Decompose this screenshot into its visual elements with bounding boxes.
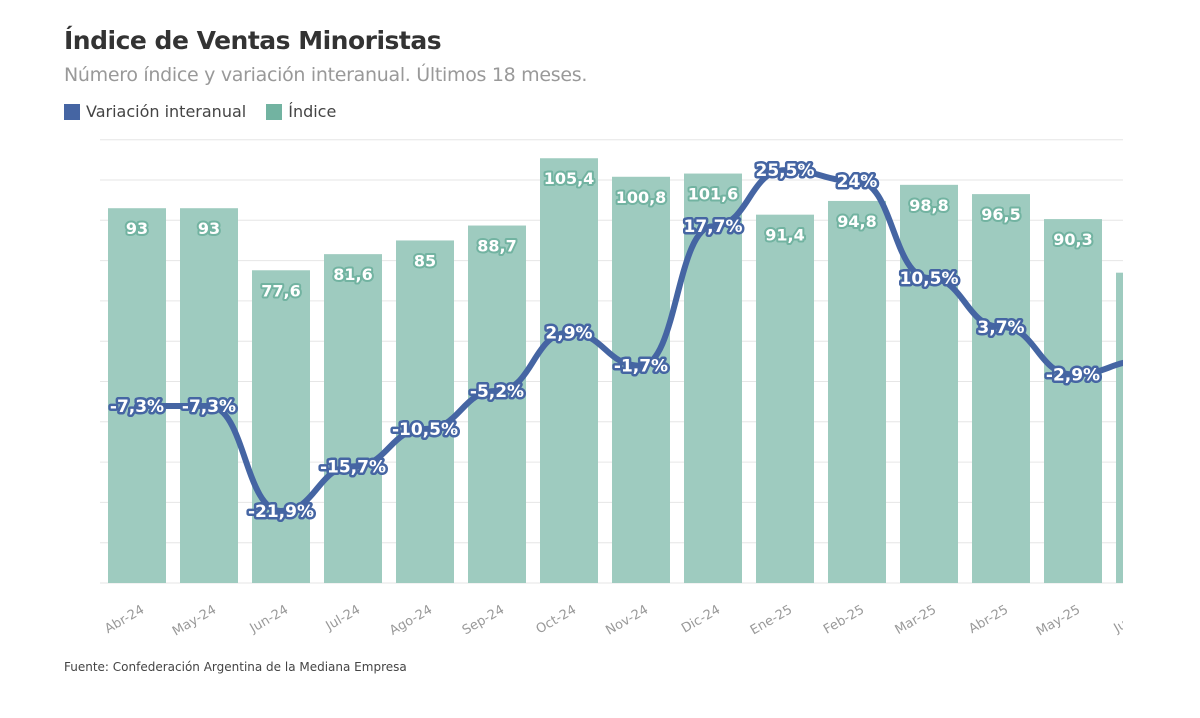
line-label: -2,9%	[1046, 365, 1100, 385]
bar-Nov-24	[612, 176, 670, 583]
line-label: -10,5%	[392, 420, 458, 440]
chart-title: Índice de Ventas Minoristas	[64, 26, 442, 55]
bar-May-24	[180, 208, 238, 583]
line-label: -21,9%	[248, 502, 314, 522]
line-label: -1,7%	[614, 357, 668, 377]
x-tick-label: Dic-24	[679, 602, 723, 636]
source-note: Fuente: Confederación Argentina de la Me…	[64, 660, 407, 674]
legend-swatch-bar	[266, 103, 283, 120]
x-tick-label: Oct-24	[534, 602, 579, 637]
legend-item-indice: Índice	[266, 102, 336, 121]
bar-label: 88,7	[477, 237, 516, 256]
legend: Variación interanual Índice	[64, 102, 336, 121]
legend-label: Índice	[288, 102, 337, 121]
line-label: 17,7%	[684, 217, 743, 237]
line-label: 2,9%	[545, 324, 592, 344]
bar-label: 105,4	[544, 169, 595, 188]
line-label: 25,5%	[756, 161, 815, 181]
bar-Mar-25	[900, 184, 958, 583]
bar-label: 91,4	[765, 226, 804, 245]
x-tick-label: Sep-24	[460, 602, 507, 638]
line-label: 3,7%	[977, 318, 1024, 338]
bar-label: 96,5	[981, 205, 1020, 224]
chart-subtitle: Número índice y variación interanual. Úl…	[64, 64, 588, 86]
x-tick-label: Jun-24	[247, 602, 291, 636]
bar-Abr-24	[108, 208, 166, 583]
bar-label: 94,8	[837, 212, 876, 231]
line-label: -15,7%	[320, 457, 386, 477]
bar-label: 85	[414, 251, 436, 270]
line-label: 24%	[837, 172, 878, 192]
legend-label: Variación interanual	[86, 102, 247, 121]
bar-label: 90,3	[1053, 230, 1092, 249]
bar-label: 98,8	[909, 196, 948, 215]
x-tick-label: Abr-24	[102, 602, 147, 636]
bar-label: 101,6	[688, 185, 739, 204]
x-tick-label: Ene-25	[748, 602, 795, 638]
legend-item-variacion: Variación interanual	[64, 102, 246, 121]
line-label: -7,3%	[110, 397, 164, 417]
bar-Jul-24	[324, 254, 382, 584]
x-tick-label: Jul-24	[323, 602, 363, 634]
x-tick-label: Nov-24	[603, 602, 651, 638]
bar-label: 93	[198, 219, 220, 238]
bar-Ene-25	[756, 214, 814, 583]
legend-swatch-line	[64, 103, 80, 120]
bar-label: 100,8	[616, 188, 667, 207]
x-tick-label: Ago-24	[387, 602, 435, 638]
line-label: -7,3%	[182, 397, 236, 417]
bar-Feb-25	[828, 200, 886, 583]
x-tick-label: Jun-25	[1111, 602, 1155, 636]
bar-label: 93	[126, 219, 148, 238]
line-label: -5,2%	[470, 382, 524, 402]
bar-label: 77,6	[261, 281, 300, 300]
bar-Abr-25	[972, 194, 1030, 584]
x-tick-label: May-25	[1034, 602, 1083, 639]
bar-May-25	[1044, 219, 1102, 583]
bar-Oct-24	[540, 158, 598, 583]
x-tick-label: Feb-25	[821, 602, 867, 637]
x-tick-label: Mar-25	[893, 602, 939, 637]
x-tick-label: May-24	[170, 602, 219, 639]
bar-label: 81,6	[333, 265, 372, 284]
bar-Jun-24	[252, 270, 310, 583]
bar-Sep-24	[468, 225, 526, 583]
line-label: 10,5%	[900, 269, 959, 289]
line-series-variacion	[134, 167, 1123, 514]
bar-Jun-25	[1116, 272, 1123, 583]
x-tick-label: Abr-25	[966, 602, 1011, 636]
bar-Ago-24	[396, 240, 454, 583]
